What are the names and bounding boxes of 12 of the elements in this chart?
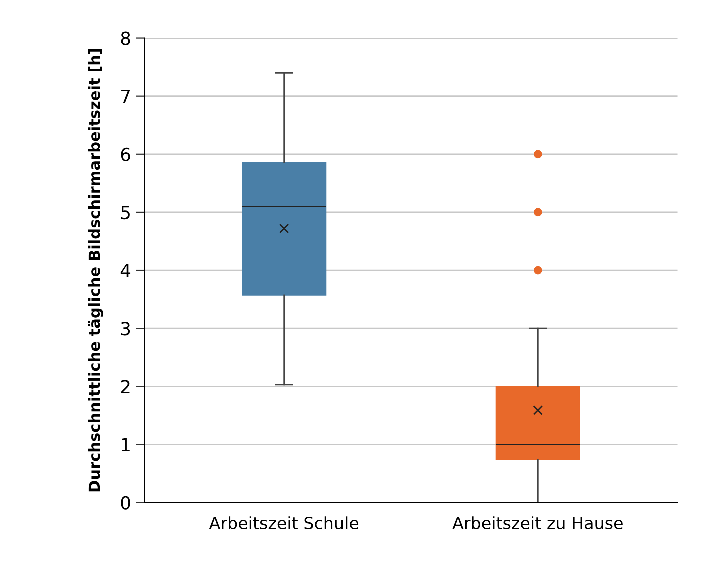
y-tick-label: 3 xyxy=(121,322,130,336)
y-tick-label: 4 xyxy=(120,264,131,278)
y-axis-title: Durchschnittliche tägliche Bildschirmarbeitszeit [h] xyxy=(88,49,104,492)
y-tick-label: 6 xyxy=(121,148,130,162)
x-tick-label: Arbeitszeit Schule xyxy=(209,516,359,530)
y-tick-label: 7 xyxy=(122,90,130,104)
y-tick-label: 0 xyxy=(121,496,130,510)
y-tick-label: 8 xyxy=(121,32,130,46)
x-tick-label: Arbeitszeit zu Hause xyxy=(452,516,623,530)
y-tick-label: 5 xyxy=(121,206,130,220)
y-tick-label: 1 xyxy=(122,438,130,452)
y-tick-label: 2 xyxy=(121,380,130,394)
